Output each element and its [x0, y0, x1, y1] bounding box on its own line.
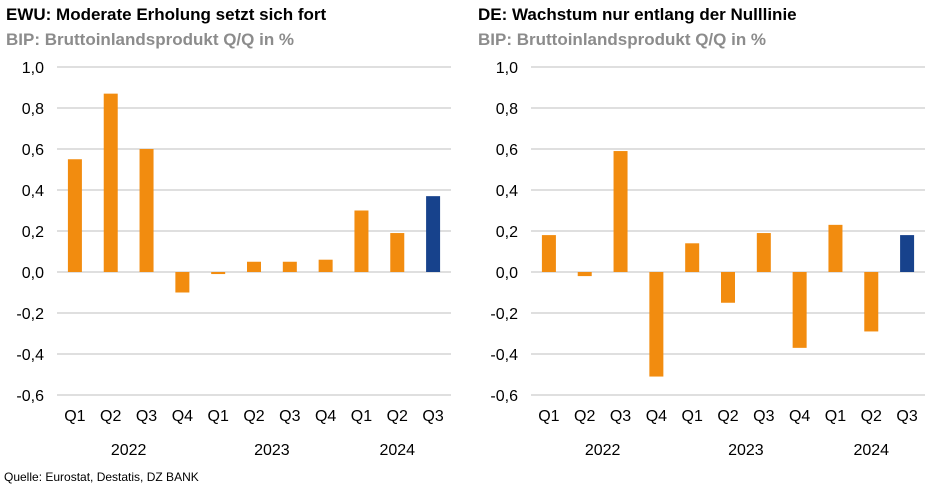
- left-bar-6: [247, 261, 261, 272]
- right-bar-11: [900, 235, 915, 272]
- left-category-label: Q3: [422, 408, 443, 425]
- right-category-label: Q2: [861, 408, 882, 425]
- right-y-tick-label: 0,8: [496, 101, 518, 118]
- left-category-label: Q2: [100, 408, 121, 425]
- left-chart-title: EWU: Moderate Erholung setzt sich fort: [6, 5, 327, 24]
- right-bar-6: [721, 272, 735, 303]
- left-bar-9: [354, 210, 369, 272]
- right-category-label: Q1: [538, 408, 559, 425]
- left-category-label: Q1: [64, 408, 85, 425]
- left-category-label: Q3: [136, 408, 157, 425]
- right-category-label: Q4: [789, 408, 810, 425]
- left-category-label: Q1: [208, 408, 229, 425]
- left-year-label: 2023: [254, 442, 290, 459]
- right-category-label: Q1: [682, 408, 703, 425]
- left-bar-10: [390, 233, 405, 272]
- left-y-tick-label: -0,2: [16, 306, 44, 323]
- left-category-label: Q4: [172, 408, 193, 425]
- left-bar-1: [67, 159, 82, 272]
- left-y-tick-label: 1,0: [22, 60, 44, 77]
- left-year-label: 2022: [111, 442, 147, 459]
- left-bar-8: [318, 259, 333, 272]
- right-category-label: Q2: [717, 408, 738, 425]
- right-bar-8: [792, 272, 807, 348]
- left-bar-4: [175, 272, 190, 293]
- right-category-label: Q3: [896, 408, 917, 425]
- right-category-label: Q3: [610, 408, 631, 425]
- right-y-tick-label: -0,6: [490, 388, 518, 405]
- left-y-tick-label: 0,6: [22, 142, 44, 159]
- left-bar-2: [103, 93, 118, 273]
- right-category-label: Q1: [825, 408, 846, 425]
- right-y-tick-label: -0,2: [490, 306, 518, 323]
- right-y-tick-label: 0,2: [496, 224, 518, 241]
- right-chart-title: DE: Wachstum nur entlang der Nulllinie: [478, 5, 797, 24]
- right-y-tick-label: 0,4: [496, 183, 518, 200]
- right-bar-9: [828, 224, 843, 272]
- right-bar-4: [649, 272, 664, 377]
- right-bar-1: [541, 235, 556, 272]
- right-year-label: 2024: [853, 442, 889, 459]
- source-note: Quelle: Eurostat, Destatis, DZ BANK: [4, 470, 199, 484]
- right-y-tick-label: -0,4: [490, 347, 518, 364]
- left-bar-11: [426, 196, 441, 272]
- right-year-label: 2023: [728, 442, 764, 459]
- left-chart-subtitle: BIP: Bruttoinlandsprodukt Q/Q in %: [6, 30, 295, 49]
- left-bar-7: [282, 261, 297, 272]
- left-y-tick-label: 0,4: [22, 183, 44, 200]
- left-category-label: Q2: [243, 408, 264, 425]
- left-y-tick-label: 0,0: [22, 265, 44, 282]
- right-category-label: Q4: [646, 408, 667, 425]
- left-y-tick-label: -0,6: [16, 388, 44, 405]
- left-bar-5: [211, 272, 226, 275]
- right-year-label: 2022: [585, 442, 621, 459]
- left-y-tick-label: 0,2: [22, 224, 44, 241]
- right-category-label: Q2: [574, 408, 595, 425]
- right-category-label: Q3: [753, 408, 774, 425]
- left-category-label: Q4: [315, 408, 336, 425]
- right-y-tick-label: 1,0: [496, 60, 518, 77]
- right-bar-3: [613, 151, 628, 272]
- left-bar-3: [139, 149, 154, 272]
- right-y-tick-label: 0,0: [496, 265, 518, 282]
- left-category-label: Q3: [279, 408, 300, 425]
- right-bar-2: [577, 272, 592, 277]
- left-y-tick-label: 0,8: [22, 101, 44, 118]
- right-bar-7: [756, 233, 771, 272]
- left-year-label: 2024: [379, 442, 415, 459]
- left-category-label: Q1: [351, 408, 372, 425]
- left-category-label: Q2: [387, 408, 408, 425]
- right-chart-subtitle: BIP: Bruttoinlandsprodukt Q/Q in %: [478, 30, 767, 49]
- right-y-tick-label: 0,6: [496, 142, 518, 159]
- left-y-tick-label: -0,4: [16, 347, 44, 364]
- right-bar-10: [864, 272, 879, 332]
- right-bar-5: [685, 243, 700, 272]
